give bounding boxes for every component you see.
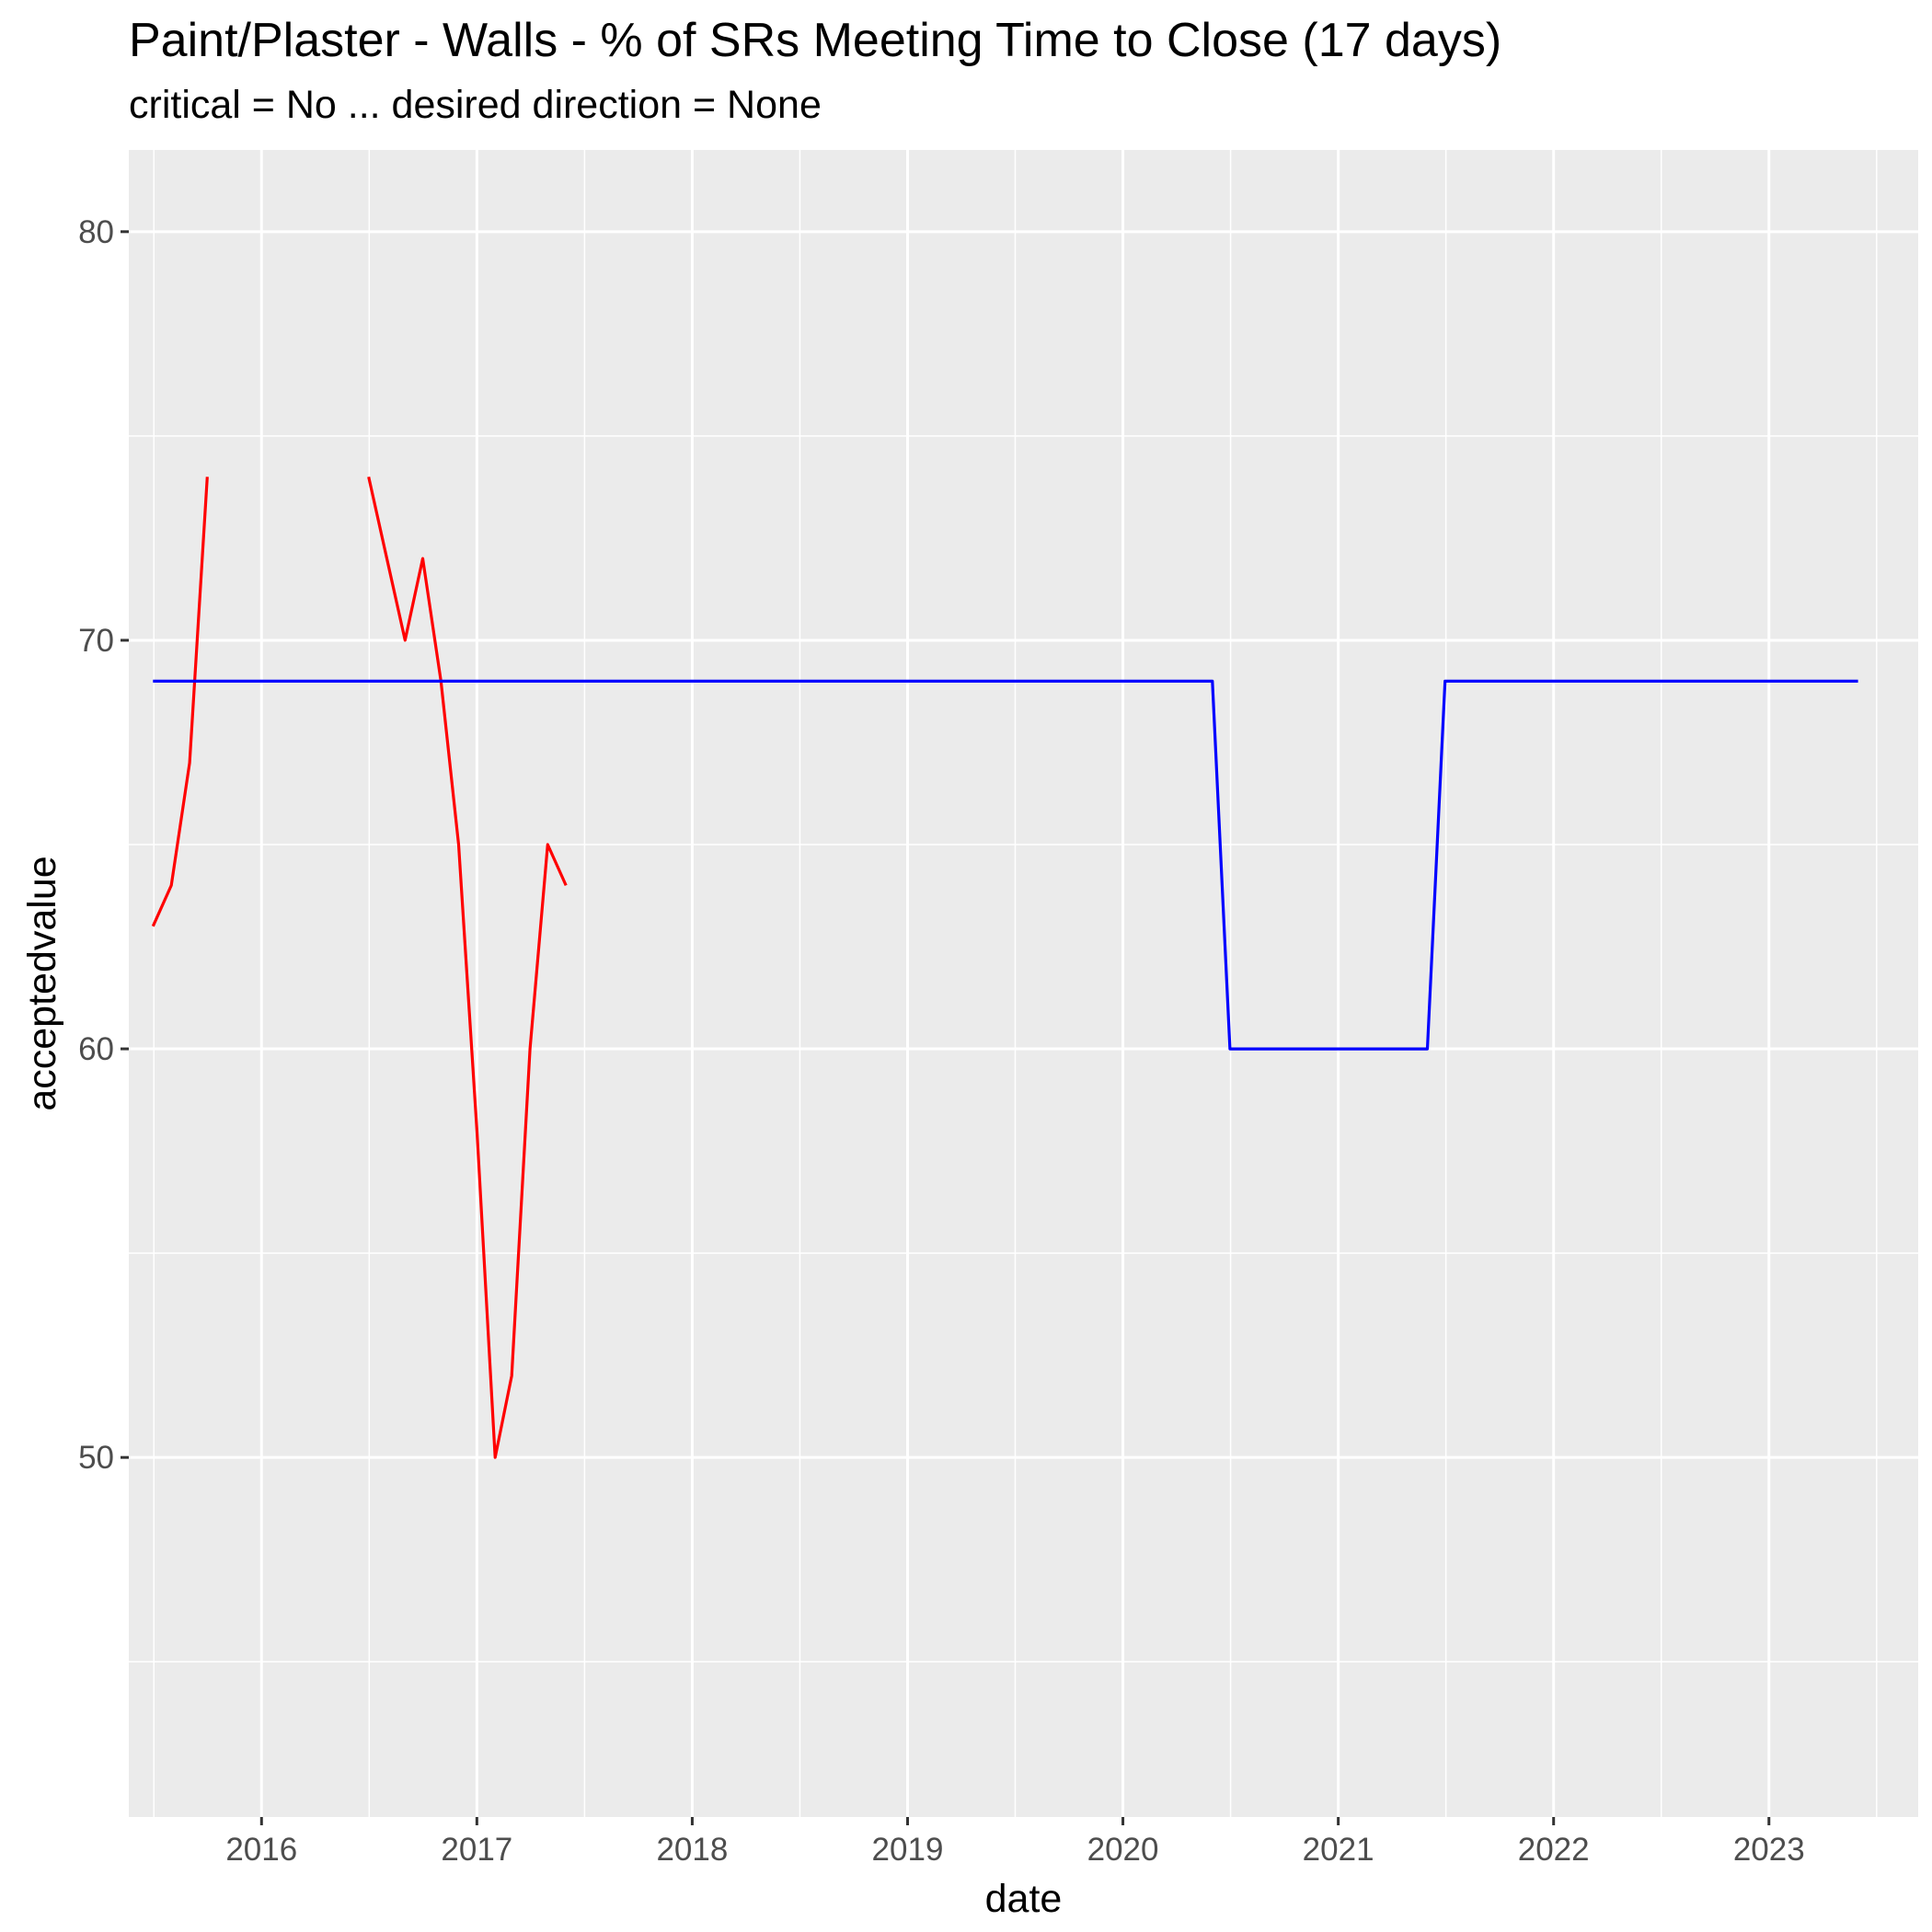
chart-title: Paint/Plaster - Walls - % of SRs Meeting… (129, 14, 1502, 67)
chart-subtitle: critical = No ... desired direction = No… (129, 83, 822, 127)
y-tick-label: 70 (78, 623, 114, 659)
y-tick-label: 80 (78, 214, 114, 250)
series-line (151, 477, 209, 927)
x-tick-label: 2017 (441, 1832, 512, 1868)
x-tick-label: 2021 (1303, 1832, 1374, 1868)
x-tick-label: 2020 (1087, 1832, 1159, 1868)
series-line (153, 679, 1858, 1051)
x-tick-label: 2016 (225, 1832, 297, 1868)
y-tick-label: 60 (78, 1031, 114, 1067)
y-tick-label: 50 (78, 1440, 114, 1476)
x-axis-title: date (985, 1877, 1063, 1921)
x-tick-label: 2019 (872, 1832, 944, 1868)
x-tick-label: 2022 (1518, 1832, 1590, 1868)
x-tick-label: 2023 (1733, 1832, 1805, 1868)
y-axis-title: acceptedvalue (20, 856, 64, 1110)
series-line (367, 476, 568, 1459)
x-tick-label: 2018 (656, 1832, 728, 1868)
plot-panel (129, 150, 1918, 1817)
